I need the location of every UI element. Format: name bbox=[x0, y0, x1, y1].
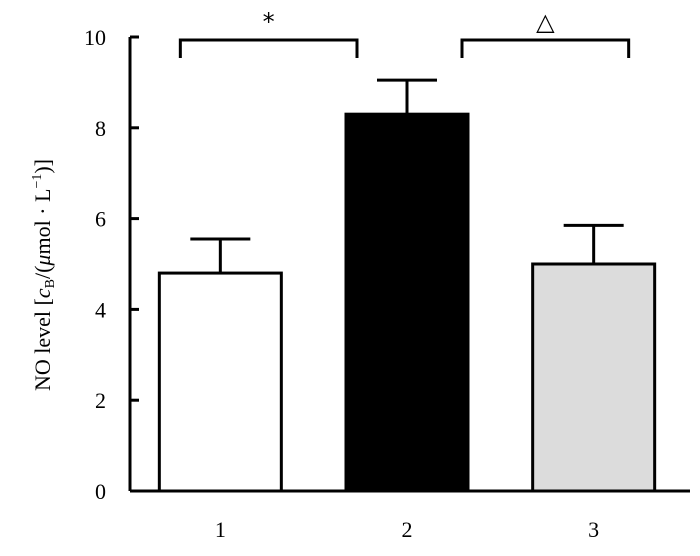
y-tick-label: 4 bbox=[95, 297, 106, 322]
bracket-line bbox=[178, 38, 359, 58]
bar bbox=[344, 112, 470, 493]
y-tick-label: 8 bbox=[95, 116, 106, 141]
bar bbox=[531, 262, 657, 493]
x-tick-label: 2 bbox=[402, 517, 413, 542]
significance-brackets: * △ bbox=[178, 8, 631, 58]
y-tick-label: 6 bbox=[95, 207, 106, 232]
bars bbox=[157, 78, 657, 493]
significance-bracket: △ bbox=[460, 8, 631, 58]
significance-label: △ bbox=[536, 8, 555, 36]
y-tick-label: 2 bbox=[95, 388, 106, 413]
significance-bracket: * bbox=[178, 8, 359, 58]
x-tick-label: 1 bbox=[215, 517, 226, 542]
x-tick-label: 3 bbox=[588, 517, 599, 542]
y-axis-label: NO level [cB/(μmol · L−1)] bbox=[30, 159, 58, 391]
y-tick-label: 0 bbox=[95, 479, 106, 504]
y-tick-label: 10 bbox=[84, 25, 106, 50]
significance-label: * bbox=[263, 8, 275, 36]
bracket-line bbox=[460, 38, 631, 58]
bar bbox=[157, 271, 283, 493]
